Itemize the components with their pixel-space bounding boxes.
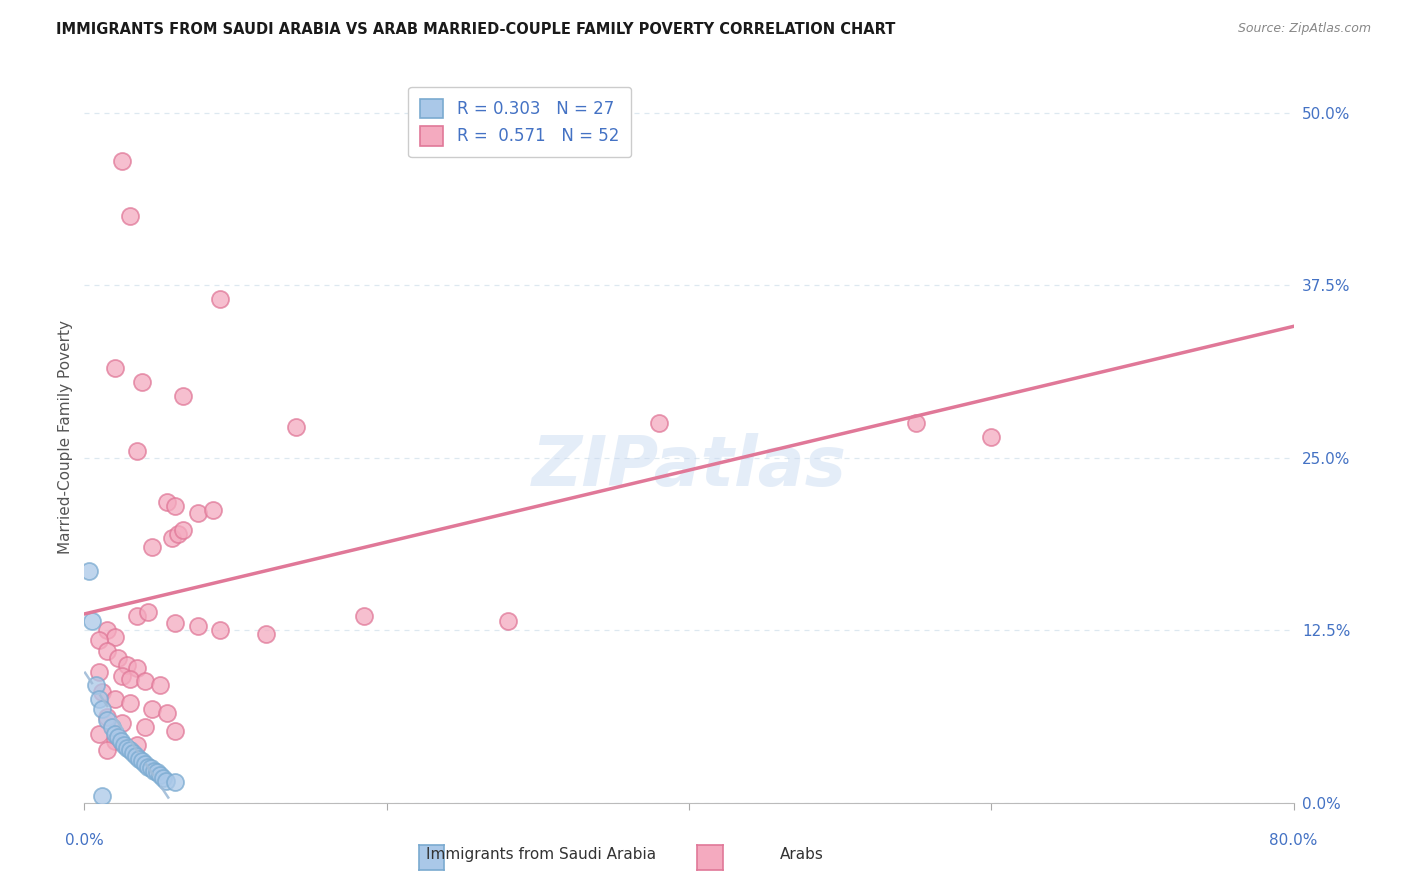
Point — [111, 154, 134, 169]
Point — [136, 605, 159, 619]
Point — [142, 764, 165, 778]
Point — [209, 292, 232, 306]
Text: Immigrants from Saudi Arabia: Immigrants from Saudi Arabia — [426, 847, 657, 862]
Point — [104, 361, 127, 376]
Point — [131, 755, 153, 769]
Point — [80, 614, 103, 628]
Point — [134, 674, 156, 689]
Point — [89, 727, 111, 741]
Point — [91, 685, 114, 699]
Point — [96, 644, 118, 658]
Point — [146, 765, 169, 780]
Point — [118, 672, 141, 686]
Point — [111, 669, 134, 683]
Point — [187, 619, 209, 633]
Point — [172, 389, 194, 403]
Point — [115, 657, 138, 672]
Point — [254, 627, 277, 641]
Y-axis label: Married-Couple Family Poverty: Married-Couple Family Poverty — [58, 320, 73, 554]
Point — [353, 609, 375, 624]
Point — [165, 499, 187, 513]
Point — [160, 531, 183, 545]
Point — [285, 420, 308, 434]
Point — [904, 417, 927, 431]
Point — [980, 430, 1002, 444]
Point — [127, 738, 149, 752]
Point — [112, 738, 135, 752]
Text: 80.0%: 80.0% — [1270, 833, 1317, 848]
Point — [141, 541, 163, 555]
Point — [104, 727, 127, 741]
Point — [128, 751, 150, 765]
Point — [118, 697, 141, 711]
Point — [96, 710, 118, 724]
Point — [89, 632, 111, 647]
Point — [111, 715, 134, 730]
Text: 0.0%: 0.0% — [65, 833, 104, 848]
Point — [110, 733, 132, 747]
Point — [107, 651, 129, 665]
Point — [115, 740, 138, 755]
Point — [209, 624, 232, 638]
Point — [149, 768, 172, 782]
Point — [172, 523, 194, 537]
Point — [107, 730, 129, 744]
Point — [134, 757, 156, 772]
Point — [136, 760, 159, 774]
Point — [86, 678, 108, 692]
Point — [104, 692, 127, 706]
Point — [96, 624, 118, 638]
Point — [156, 495, 179, 509]
Text: ZIPatlas: ZIPatlas — [531, 433, 846, 500]
Point — [201, 503, 224, 517]
Point — [100, 720, 122, 734]
Point — [187, 506, 209, 520]
Point — [91, 789, 114, 803]
Point — [496, 614, 519, 628]
Point — [77, 564, 100, 578]
Point — [127, 443, 149, 458]
Text: Arabs: Arabs — [779, 847, 824, 862]
Point — [118, 209, 141, 223]
Point — [104, 733, 127, 747]
Point — [96, 713, 118, 727]
Point — [127, 609, 149, 624]
Point — [141, 702, 163, 716]
Point — [89, 665, 111, 679]
Text: Source: ZipAtlas.com: Source: ZipAtlas.com — [1237, 22, 1371, 36]
Point — [648, 417, 671, 431]
Point — [167, 526, 190, 541]
Point — [104, 630, 127, 644]
Point — [139, 761, 162, 775]
Point — [125, 748, 148, 763]
Point — [165, 775, 187, 789]
Point — [127, 660, 149, 674]
Point — [96, 743, 118, 757]
Point — [156, 706, 179, 720]
Legend: R = 0.303   N = 27, R =  0.571   N = 52: R = 0.303 N = 27, R = 0.571 N = 52 — [409, 87, 631, 157]
Point — [165, 616, 187, 631]
Text: IMMIGRANTS FROM SAUDI ARABIA VS ARAB MARRIED-COUPLE FAMILY POVERTY CORRELATION C: IMMIGRANTS FROM SAUDI ARABIA VS ARAB MAR… — [56, 22, 896, 37]
Point — [134, 720, 156, 734]
Point — [155, 773, 177, 788]
Point — [131, 375, 153, 389]
Point — [91, 702, 114, 716]
Point — [165, 724, 187, 739]
Point — [118, 743, 141, 757]
Point — [152, 771, 174, 785]
Point — [149, 678, 172, 692]
Point — [121, 746, 143, 760]
Point — [89, 692, 111, 706]
